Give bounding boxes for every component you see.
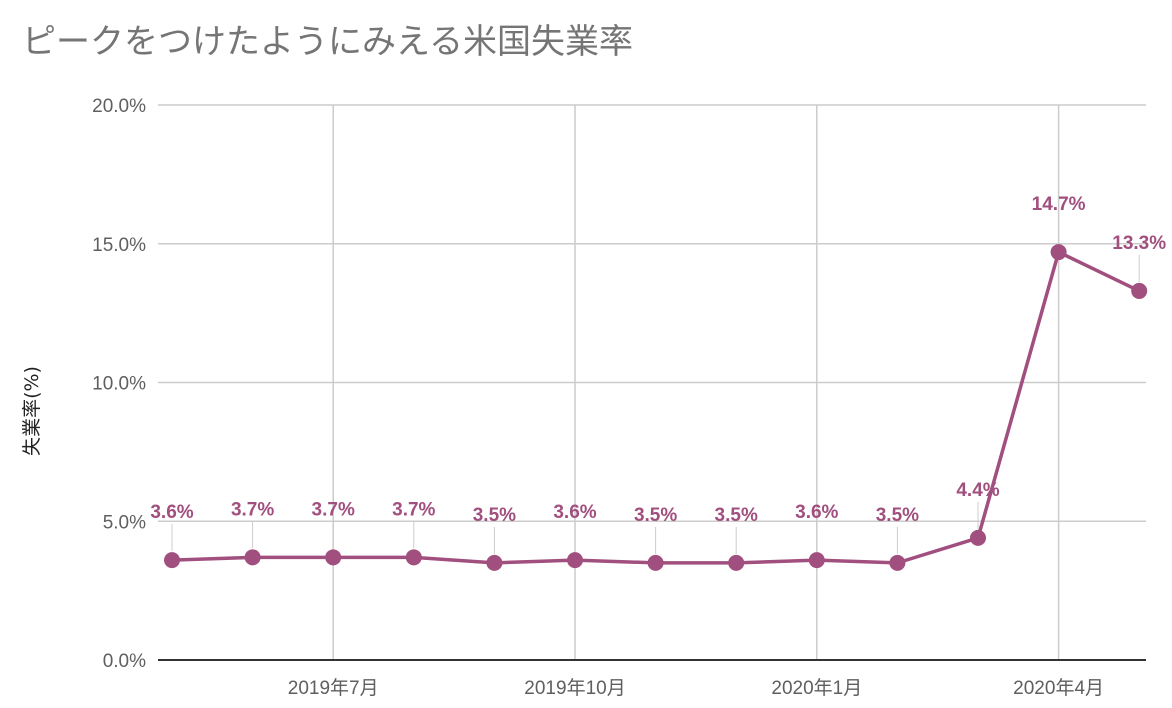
data-point xyxy=(970,529,986,546)
y-axis-title: 失業率(%) xyxy=(21,366,43,456)
y-tick-label: 15.0% xyxy=(92,235,146,256)
data-point xyxy=(405,549,422,566)
data-label: 3.7% xyxy=(312,499,355,520)
grid-lines xyxy=(158,104,1146,660)
data-label: 3.6% xyxy=(553,502,596,523)
data-labels: 3.6% 3.7% 3.7% 3.7% 3.5% 3.6% 3.5% 3.5% 3.6% 3.5%… xyxy=(150,194,1166,526)
data-label: 3.7% xyxy=(231,499,274,520)
data-label: 4.4% xyxy=(956,480,999,501)
y-tick-label: 0.0% xyxy=(103,651,146,672)
data-label: 13.3% xyxy=(1112,233,1166,254)
data-label: 14.7% xyxy=(1032,194,1086,215)
data-point xyxy=(164,552,180,569)
data-point xyxy=(244,549,261,566)
series-line-layer xyxy=(164,216,1148,571)
axes: 0.0% 5.0% 10.0% 15.0% 20.0% 2019年7月 2019年10月 20… xyxy=(92,96,1146,699)
data-point xyxy=(567,552,583,569)
data-point xyxy=(889,554,906,571)
y-tick-label: 5.0% xyxy=(103,512,146,533)
data-point xyxy=(1050,244,1067,261)
data-label: 3.5% xyxy=(715,505,758,526)
x-tick-label: 2020年1月 xyxy=(771,677,862,699)
x-tick-label: 2020年4月 xyxy=(1013,677,1104,699)
data-label: 3.5% xyxy=(634,505,677,526)
data-label: 3.5% xyxy=(876,505,919,526)
data-point xyxy=(808,552,825,569)
chart-title: ピークをつけたようにみえる米国失業率 xyxy=(22,22,633,62)
x-tick-label: 2019年7月 xyxy=(288,677,379,699)
data-point xyxy=(486,554,503,571)
y-tick-label: 10.0% xyxy=(92,374,146,395)
data-label: 3.7% xyxy=(392,499,435,520)
data-label: 3.6% xyxy=(150,502,193,523)
data-point xyxy=(325,549,342,566)
data-label: 3.5% xyxy=(473,505,516,526)
data-label: 3.6% xyxy=(795,502,838,523)
data-point xyxy=(1131,282,1148,299)
y-tick-label: 20.0% xyxy=(92,96,146,117)
data-point xyxy=(728,554,745,571)
x-tick-label: 2019年10月 xyxy=(524,677,625,699)
data-point xyxy=(647,554,664,571)
